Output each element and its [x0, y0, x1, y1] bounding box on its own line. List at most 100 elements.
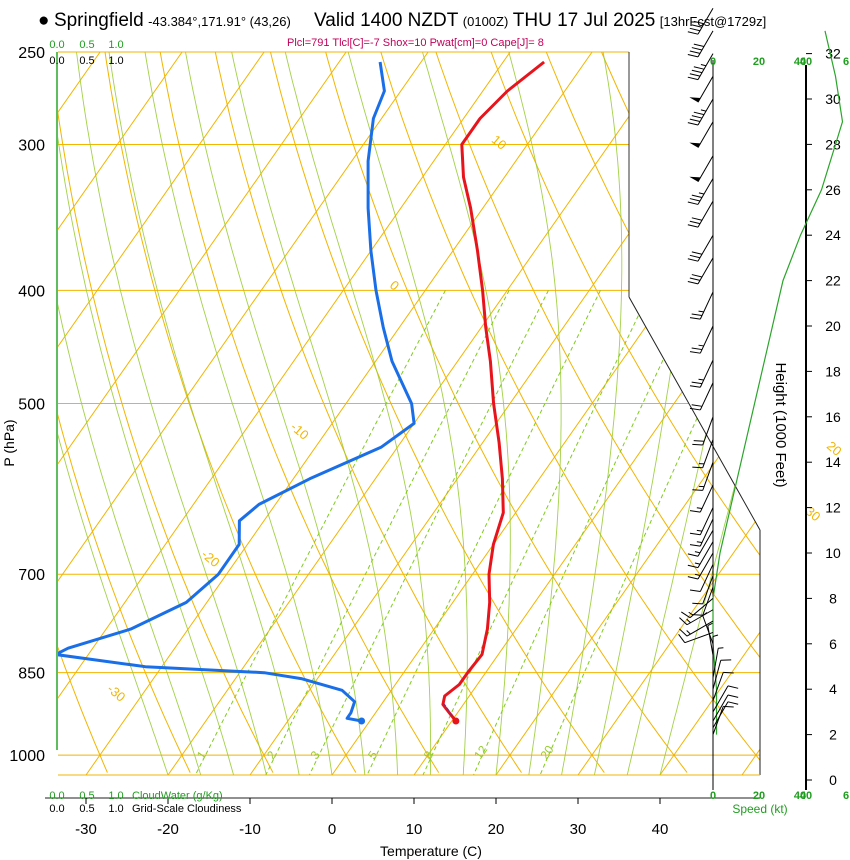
- isotherm-line: [495, 52, 760, 775]
- barb-full: [693, 43, 705, 47]
- mixing-ratio-line: [366, 290, 601, 775]
- cloudwater-label: CloudWater (g/Kg): [132, 790, 223, 802]
- wind-barb: [689, 325, 714, 354]
- barb-full: [693, 440, 705, 442]
- barb-half: [698, 192, 705, 195]
- wind-barb: [712, 694, 739, 722]
- height-tick-label: 20: [825, 318, 841, 334]
- wind-barb: [687, 530, 714, 557]
- wind-barb: [689, 76, 714, 103]
- barb-full: [692, 466, 703, 469]
- barb-full: [681, 611, 691, 619]
- barb-staff: [712, 706, 724, 735]
- isotherm-line: [58, 52, 347, 775]
- barb-full: [689, 277, 701, 281]
- barb-staff: [712, 701, 729, 729]
- speed-tick-bottom: 20: [753, 790, 765, 802]
- barb-staff: [712, 685, 729, 713]
- barb-full: [689, 532, 701, 536]
- barb-full: [687, 31, 699, 35]
- station-coords: -43.384°,171.91° (43,26): [148, 14, 291, 29]
- wind-barb: [692, 416, 714, 446]
- barb-half: [698, 344, 704, 347]
- wind-barb: [687, 7, 714, 35]
- barb-full: [687, 280, 699, 285]
- barb-half: [718, 647, 724, 649]
- barb-staff: [697, 53, 714, 80]
- height-tick-label: 18: [825, 363, 841, 379]
- isotherm-line: [58, 52, 511, 775]
- barb-staff: [697, 200, 714, 228]
- moist-adiabat: [659, 52, 760, 775]
- valid-time: Valid 1400 NZDT: [314, 10, 459, 31]
- barb-full: [691, 217, 703, 221]
- barb-full: [679, 628, 688, 637]
- barb-full: [689, 385, 701, 388]
- dry-adiabat: [210, 52, 522, 773]
- barb-full: [691, 404, 703, 407]
- barb-full: [689, 317, 701, 320]
- barb-staff: [699, 325, 714, 354]
- barb-full: [679, 617, 688, 626]
- barb-staff: [697, 530, 714, 557]
- dewpoint-line: [58, 61, 416, 723]
- moist-adiabat: [226, 52, 399, 775]
- height-tick-label: 16: [825, 409, 841, 425]
- isotherm-line: [58, 52, 265, 775]
- barb-half: [696, 507, 703, 509]
- isotherm-label: 0: [387, 277, 402, 293]
- barb-staff: [686, 609, 714, 626]
- height-tick-label: 14: [825, 454, 841, 470]
- dry-adiabat: [646, 52, 760, 773]
- surface-dewpoint-point: [358, 717, 366, 725]
- barb-full: [689, 198, 701, 202]
- wind-barb: [692, 462, 714, 491]
- wind-speed-profile: [712, 30, 844, 735]
- barb-staff: [697, 7, 714, 35]
- dry-adiabat: [537, 52, 760, 773]
- barb-full: [687, 564, 699, 569]
- barb-flag: [689, 176, 701, 182]
- isotherm-line: [58, 52, 183, 775]
- isotherm-line: [413, 52, 760, 775]
- temperature-tick-label: 20: [488, 821, 505, 838]
- barb-staff: [699, 382, 714, 411]
- wind-barb: [687, 541, 714, 569]
- barb-full: [687, 76, 699, 81]
- barb-staff: [699, 359, 714, 388]
- mixing-ratio-line: [194, 290, 446, 775]
- moist-adiabat: [342, 52, 468, 775]
- wind-barb: [692, 439, 714, 469]
- barb-staff: [702, 586, 714, 616]
- mixing-ratio-line: [422, 290, 651, 775]
- mixing-ratio-label: 12: [471, 743, 490, 762]
- temperature-tick-label: 10: [406, 821, 423, 838]
- height-tick-label: 8: [829, 590, 837, 606]
- height-tick-label: 12: [825, 500, 841, 516]
- height-axis-title: Height (1000 Feet): [772, 362, 789, 487]
- dry-adiabat: [374, 52, 760, 773]
- pressure-tick-label: 250: [18, 45, 45, 62]
- wind-barb: [687, 234, 714, 262]
- temperature-tick-label: -10: [239, 821, 261, 838]
- barb-full: [678, 634, 686, 644]
- cloudwater-tick-top: 1.0: [108, 39, 123, 51]
- wind-barb: [687, 552, 714, 580]
- cloudwater-tick-top: 0.5: [79, 39, 94, 51]
- barb-staff: [697, 30, 714, 58]
- mixing-ratio-line: [473, 290, 697, 775]
- barb-full: [689, 73, 701, 77]
- barb-staff: [702, 615, 714, 644]
- temperature-tick-label: 0: [328, 821, 336, 838]
- speed-tick-right-top: 40: [794, 56, 806, 68]
- isotherm-label: -20: [199, 547, 223, 571]
- barb-staff: [712, 648, 719, 678]
- barb-staff: [697, 76, 714, 103]
- barb-staff: [702, 439, 714, 468]
- barb-full: [691, 24, 703, 28]
- mixing-ratio-line: [265, 290, 510, 775]
- barb-half: [694, 551, 701, 554]
- speed-tick-right-bottom: 40: [794, 790, 806, 802]
- moist-adiabat: [105, 52, 300, 775]
- barb-full: [691, 69, 703, 74]
